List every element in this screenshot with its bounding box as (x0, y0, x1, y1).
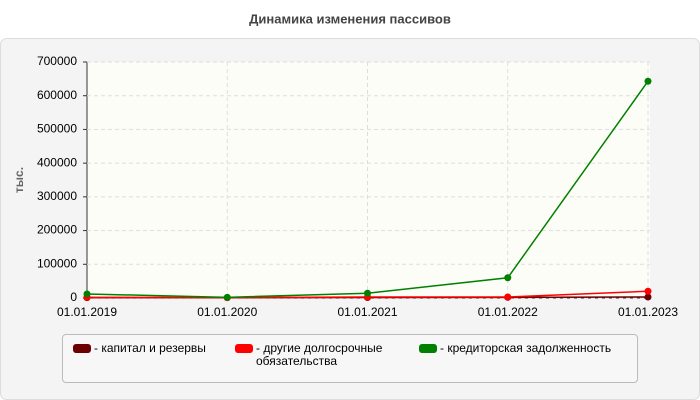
point (223, 293, 231, 301)
y-tick-label: 700000 (37, 54, 77, 68)
y-tick-label: 500000 (37, 122, 77, 136)
point (644, 287, 652, 295)
chart-title: Динамика изменения пассивов (249, 11, 451, 26)
x-tick-label: 01.01.2019 (57, 305, 117, 319)
x-tick-label: 01.01.2022 (478, 305, 538, 319)
legend-label: - капитал и резервы (94, 341, 206, 355)
point (83, 290, 91, 298)
y-tick-label: 0 (70, 290, 77, 304)
y-tick-label: 300000 (37, 189, 77, 203)
y-tick-label: 400000 (37, 155, 77, 169)
x-tick-label: 01.01.2020 (197, 305, 257, 319)
point (504, 274, 512, 282)
point (644, 77, 652, 85)
x-tick-label: 01.01.2023 (618, 305, 678, 319)
legend-item: - капитал и резервы (73, 342, 223, 355)
plot-area (87, 62, 650, 298)
y-axis-label: тыс. (12, 167, 26, 193)
legend: - капитал и резервы - другие долгосрочные… (62, 334, 638, 383)
y-tick-label: 600000 (37, 88, 77, 102)
y-tick-label: 200000 (37, 223, 77, 237)
legend-label: - кредиторская задолженность (440, 341, 612, 355)
legend-swatch (73, 344, 91, 353)
legend-swatch (235, 344, 253, 353)
point (644, 293, 652, 301)
legend-swatch (419, 344, 437, 353)
legend-label: - другие долгосрочные обязательства (256, 341, 383, 368)
y-tick-label: 100000 (37, 256, 77, 270)
point (504, 293, 512, 301)
x-tick-label: 01.01.2021 (337, 305, 397, 319)
legend-item: - кредиторская задолженность (419, 342, 634, 355)
legend-item: - другие долгосрочные обязательства (235, 342, 395, 368)
point (364, 289, 371, 297)
